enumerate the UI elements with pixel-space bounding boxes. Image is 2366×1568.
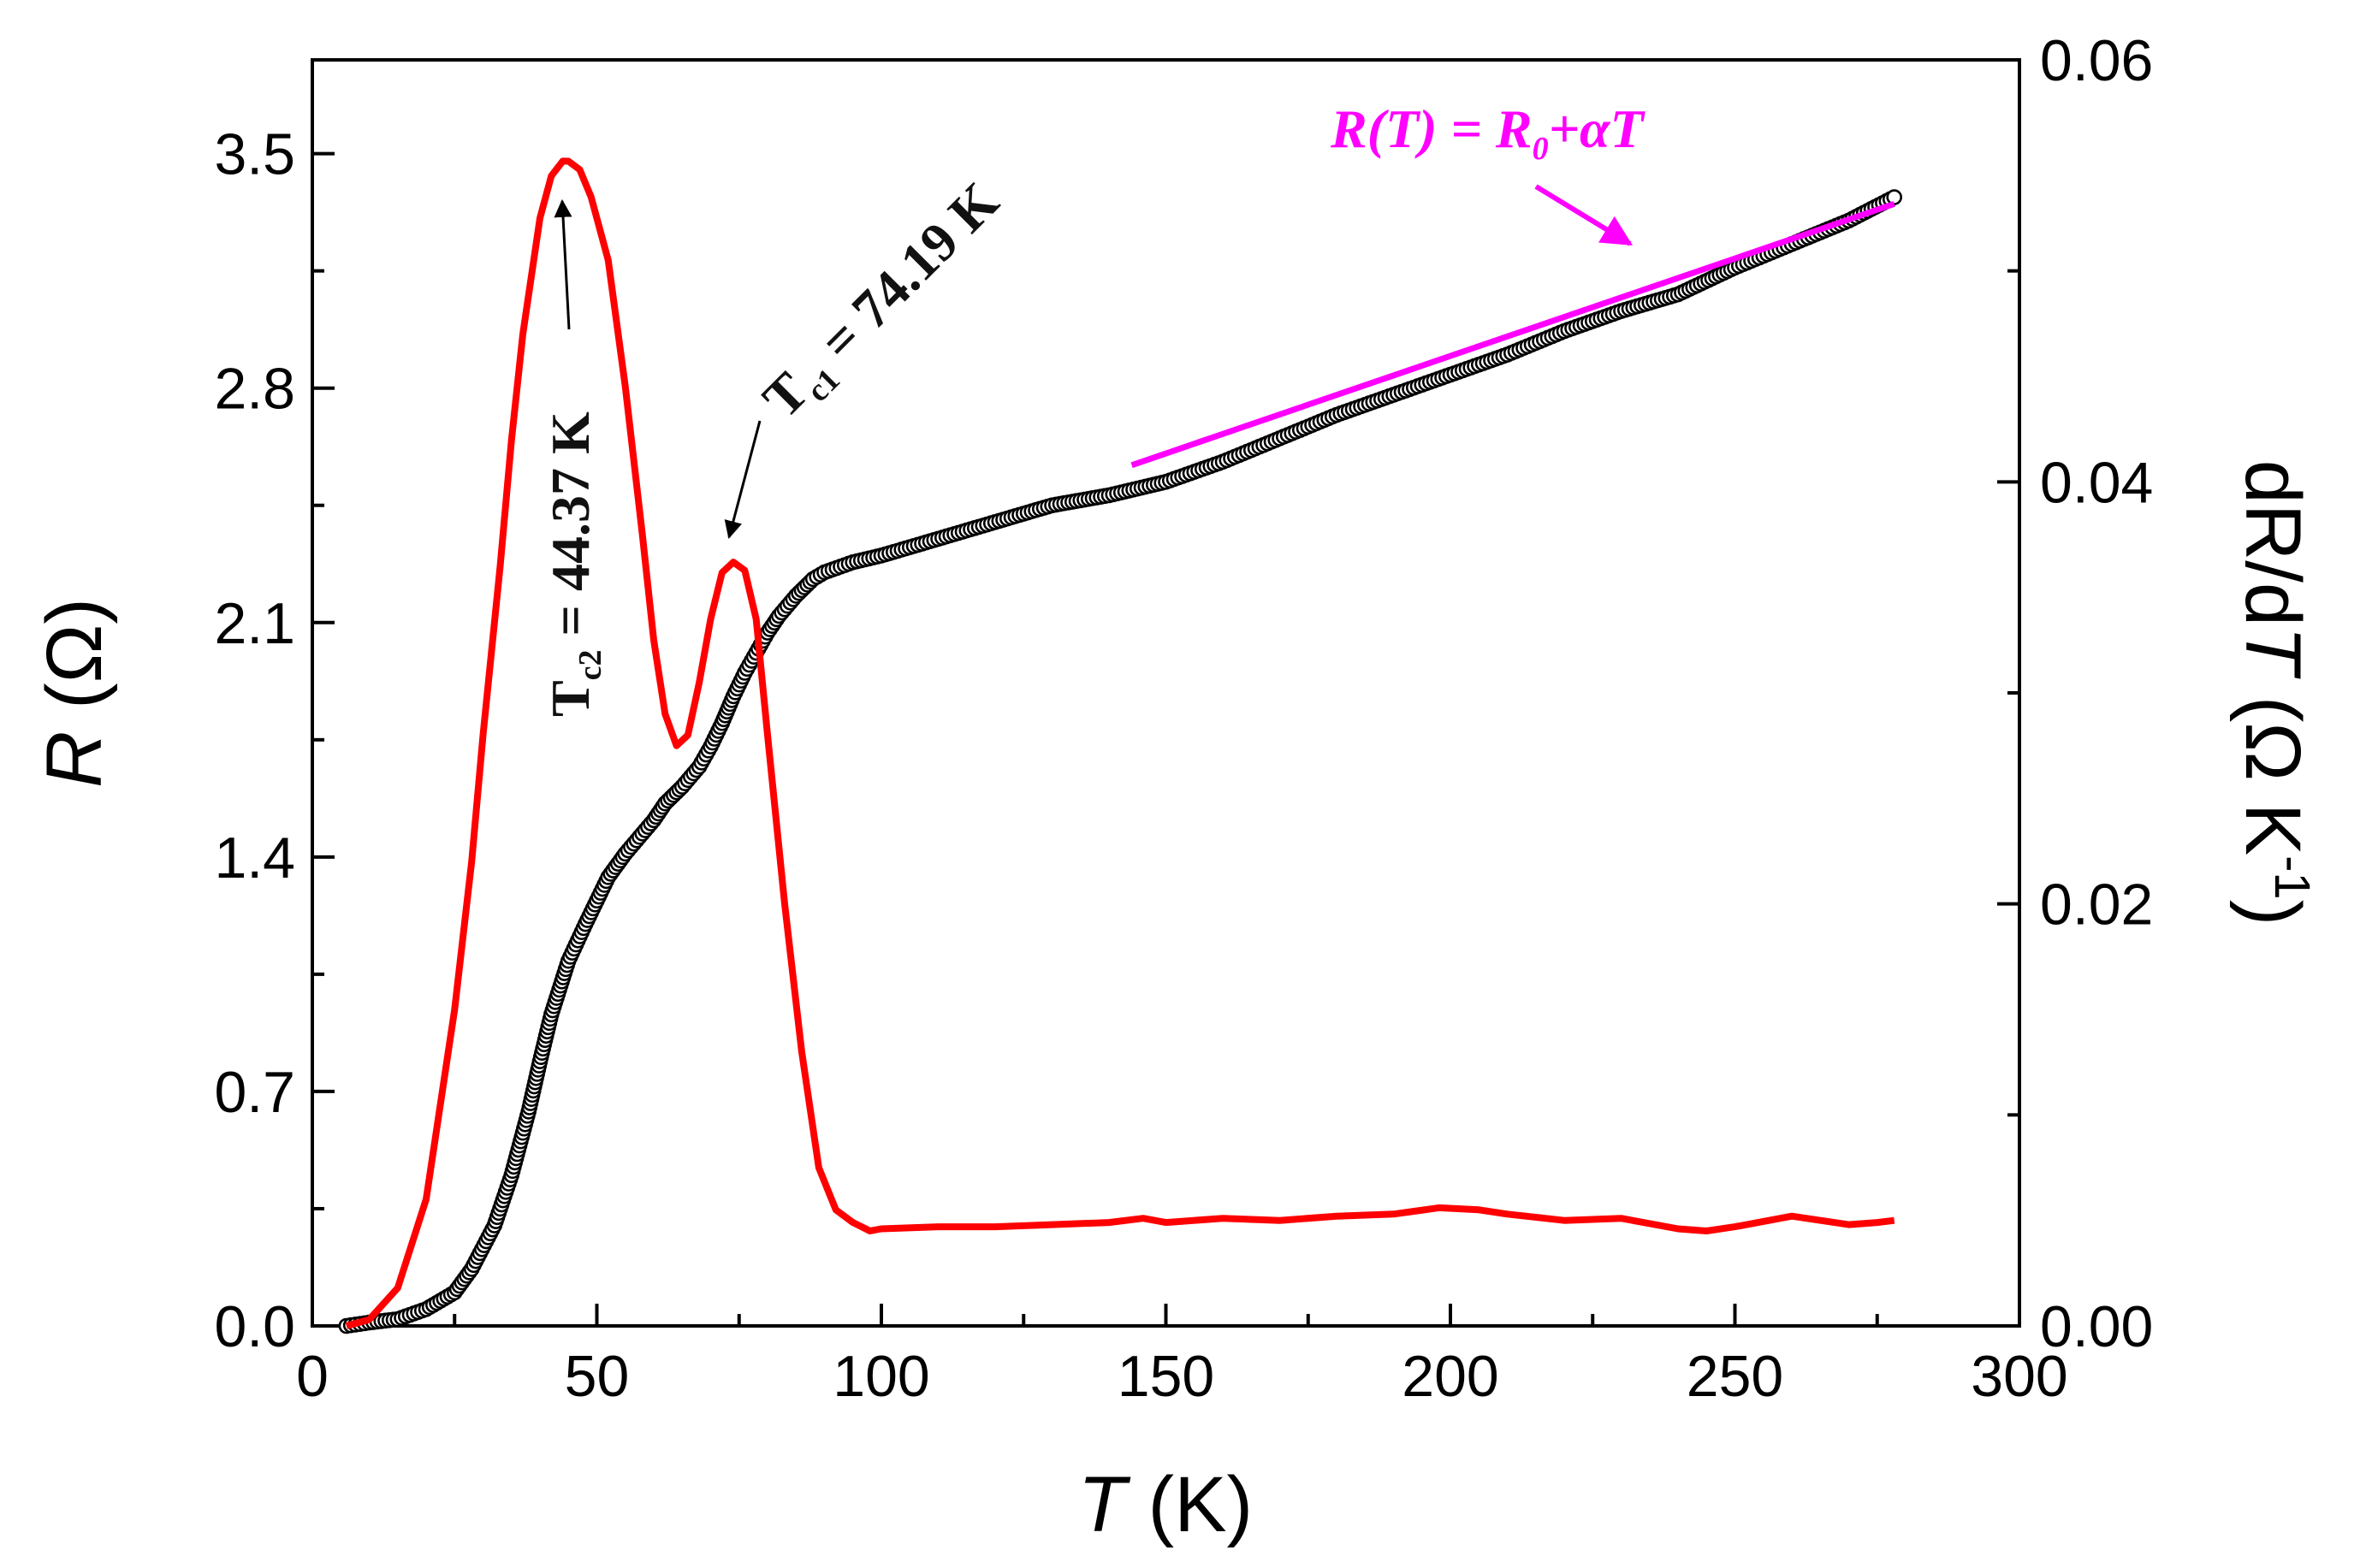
- x-tick-label: 250: [1687, 1344, 1783, 1409]
- y-left-axis-title: R (Ω): [31, 598, 118, 788]
- x-axis-ticks: 0 50 100 150 200 250 300: [296, 1304, 2068, 1409]
- svg-text:Tc1 = 74.19 K: Tc1 = 74.19 K: [751, 170, 1016, 435]
- y-right-tick-label: 0.06: [2040, 28, 2153, 93]
- y-left-tick-label: 2.8: [214, 357, 295, 422]
- x-tick-label: 100: [833, 1344, 929, 1409]
- x-tick-label: 200: [1402, 1344, 1498, 1409]
- annotation-tc2-arrow: [554, 198, 572, 330]
- annotation-tc1: Tc1 = 74.19 K: [724, 170, 1016, 540]
- y-left-tick-label: 1.4: [214, 825, 295, 891]
- series-r-data: [338, 189, 1902, 1334]
- y-right-axis-title: dR/dT (Ω K-1): [2229, 460, 2320, 926]
- x-tick-label: 300: [1971, 1344, 2067, 1409]
- svg-text:R(T) = R0+αT: R(T) = R0+αT: [1330, 98, 1646, 167]
- y-right-tick-label: 0.02: [2040, 873, 2153, 938]
- annotation-fit: R(T) = R0+αT: [1330, 98, 1646, 246]
- x-tick-label: 150: [1118, 1344, 1214, 1409]
- y-right-tick-label: 0.04: [2040, 450, 2153, 515]
- y-left-tick-label: 2.1: [214, 591, 295, 656]
- y-left-tick-label: 0.7: [214, 1060, 295, 1125]
- svg-text:Tc2 = 44.37 K: Tc2 = 44.37 K: [540, 411, 608, 717]
- y-right-axis-ticks: 0.00 0.02 0.04 0.06: [1997, 28, 2153, 1359]
- y-right-tick-label: 0.00: [2040, 1294, 2153, 1359]
- x-tick-label: 0: [296, 1344, 329, 1409]
- y-left-tick-label: 0.0: [214, 1294, 295, 1359]
- r-data-point: [1886, 189, 1902, 205]
- annotation-fit-arrow: [1534, 184, 1634, 246]
- annotation-tc2: Tc2 = 44.37 K: [540, 198, 608, 717]
- x-tick-label: 50: [565, 1344, 630, 1409]
- annotation-tc1-arrow: [724, 420, 762, 540]
- x-axis-title: T (K): [1078, 1461, 1253, 1548]
- series-fit-line: [1130, 201, 1895, 469]
- series-dr-dt-line: [345, 157, 1895, 1329]
- y-left-tick-label: 3.5: [214, 122, 295, 187]
- y-left-axis-ticks: 0.0 0.7 1.4 2.1 2.8 3.5: [214, 122, 335, 1359]
